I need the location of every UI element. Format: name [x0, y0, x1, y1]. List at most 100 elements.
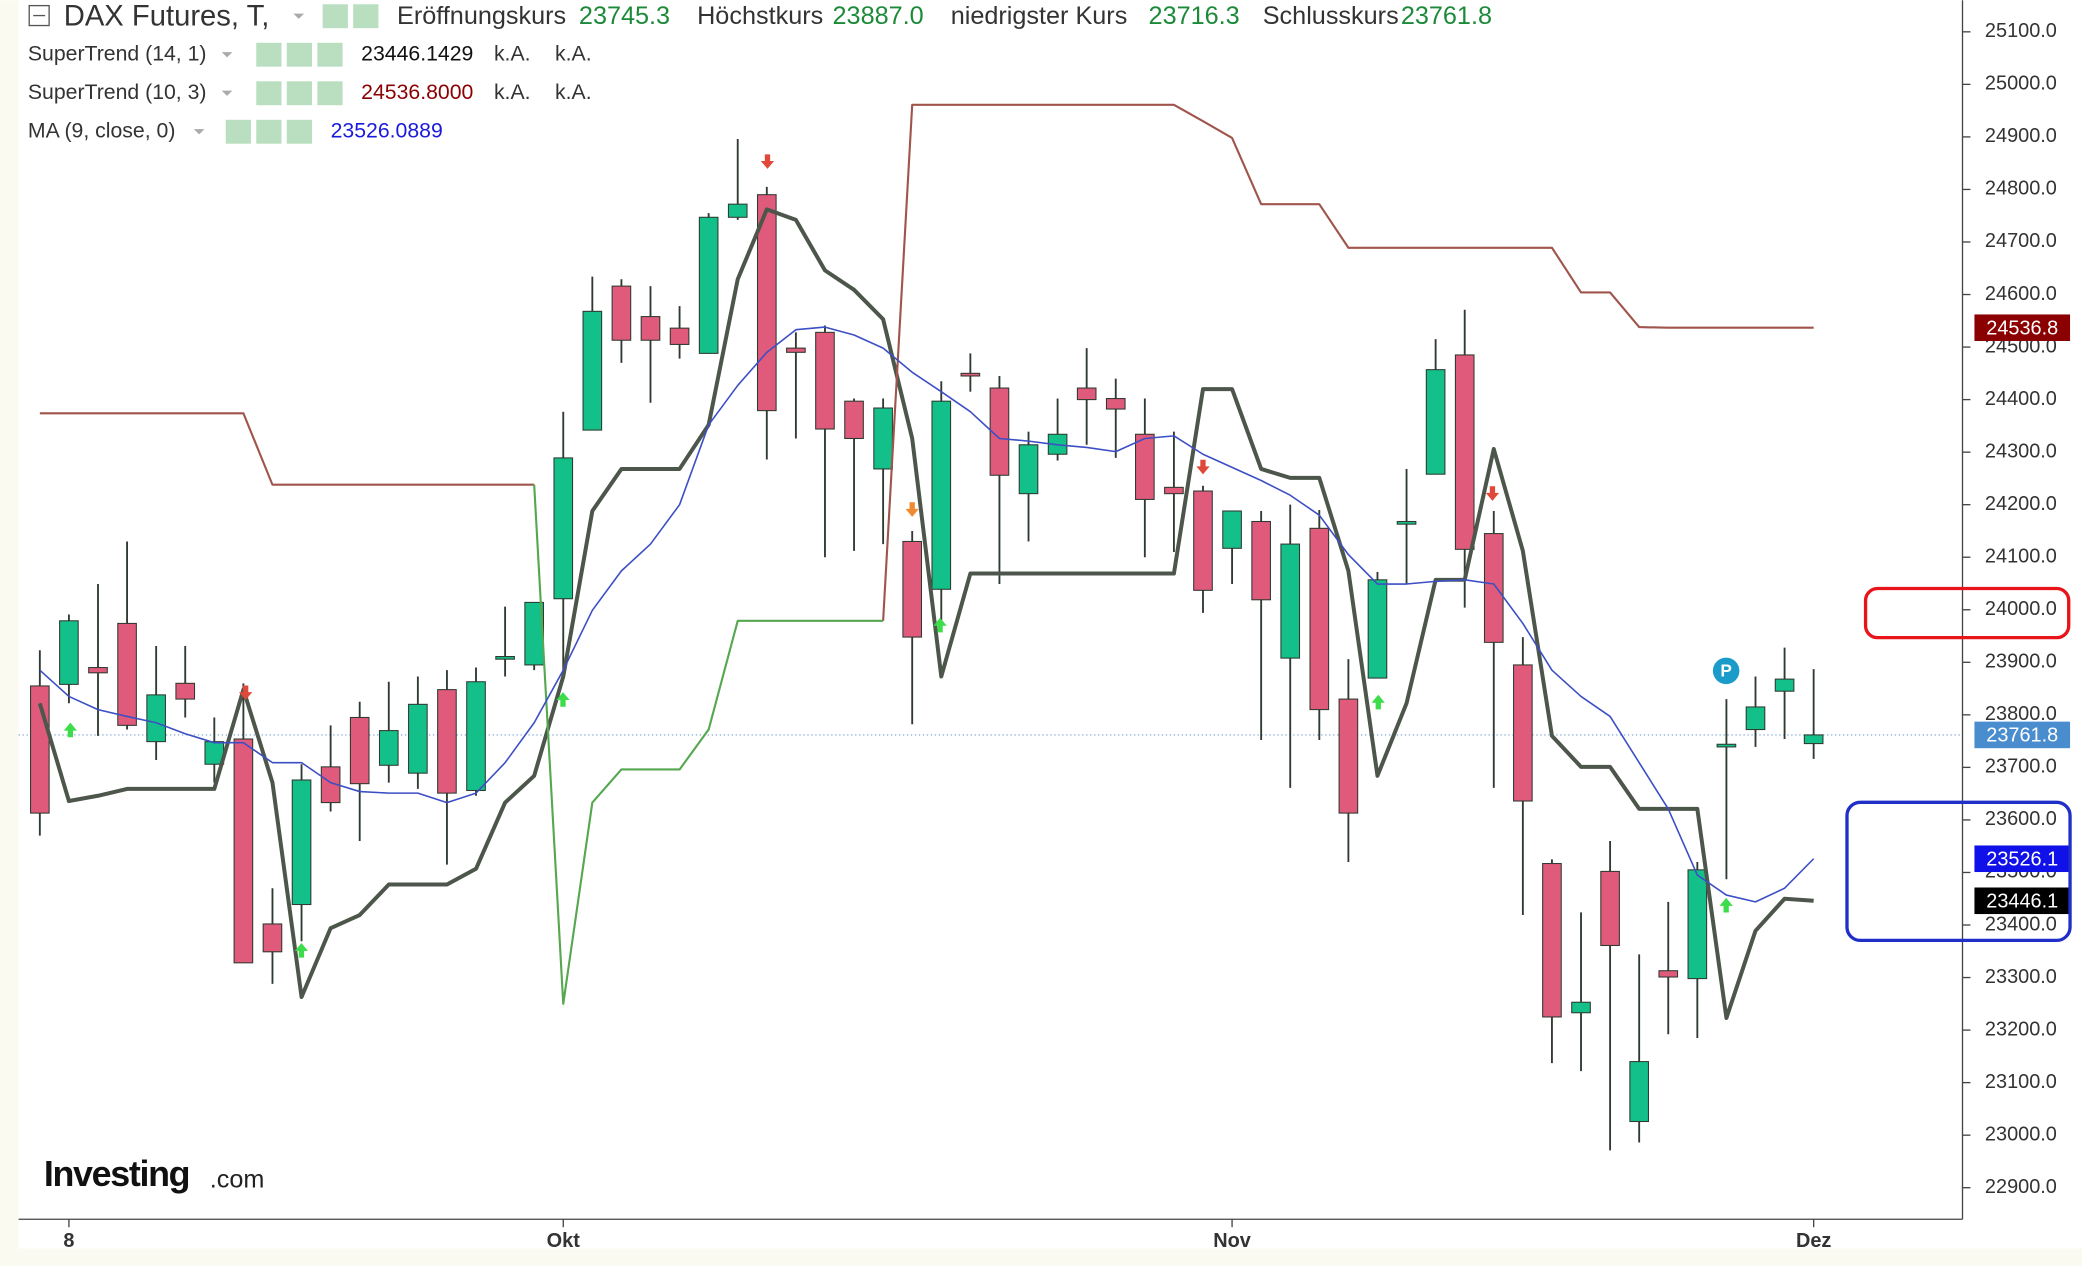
- indicator-name: SuperTrend (14, 1): [28, 41, 207, 65]
- indicator-icon[interactable]: [286, 42, 313, 67]
- indicator-name: SuperTrend (10, 3): [28, 80, 207, 104]
- candle-body: [1338, 698, 1359, 814]
- candle-body: [291, 779, 312, 906]
- price-badge: [1974, 314, 2071, 342]
- price-axis: 22900.0 23000.0 23100.0 23200.0 23300.0 23400…: [63, 20, 2071, 1252]
- y-tick-label: 23800.0: [1985, 703, 2057, 725]
- indicator-icon[interactable]: [256, 119, 282, 144]
- indicator-value: 23446.1429: [361, 41, 473, 65]
- candle-body: [1135, 433, 1155, 500]
- dropdown-caret: [221, 90, 233, 96]
- buy-arrow: [63, 722, 78, 738]
- x-tick-label: 8: [63, 1230, 74, 1252]
- y-tick-label: 23400.0: [1985, 913, 2057, 935]
- sell-arrow: [239, 685, 253, 701]
- candle-body: [698, 216, 719, 354]
- candle-body: [146, 694, 166, 743]
- buy-arrow: [1371, 694, 1385, 710]
- candle-body: [1164, 486, 1184, 495]
- marker-badge: [1712, 657, 1740, 685]
- quote-value: 23761.8: [1401, 2, 1492, 30]
- buy-arrow: [933, 617, 947, 633]
- collapse-icon[interactable]: [28, 4, 50, 27]
- candle-body: [1687, 869, 1708, 980]
- y-tick-label: 23200.0: [1985, 1018, 2057, 1040]
- candle-body: [553, 457, 574, 600]
- y-tick-label: 23600.0: [1985, 808, 2057, 830]
- chart-title: DAX Futures, T,: [64, 0, 270, 32]
- buy-arrow: [1719, 897, 1733, 913]
- indicator-icon[interactable]: [286, 119, 313, 144]
- candle-body: [1251, 520, 1271, 601]
- candle-body: [1571, 1001, 1591, 1014]
- indicator-icon[interactable]: [225, 119, 251, 144]
- candle-body: [378, 730, 399, 766]
- candle-body: [1803, 734, 1824, 745]
- dropdown-caret: [193, 129, 205, 135]
- highlight-box: [1845, 800, 2072, 943]
- y-tick-label: 25000.0: [1985, 73, 2057, 95]
- indicator-icon[interactable]: [317, 42, 343, 67]
- price-badge: [1974, 845, 2071, 873]
- candle-body: [495, 655, 515, 660]
- candle-body: [1629, 1061, 1650, 1123]
- indicator-icon[interactable]: [322, 4, 348, 29]
- candle-body: [1745, 706, 1766, 731]
- indicator-icon[interactable]: [256, 42, 282, 67]
- candle-body: [1193, 490, 1213, 591]
- candle-body: [233, 738, 254, 964]
- candle-body: [815, 331, 835, 430]
- y-tick-label: 23900.0: [1985, 651, 2057, 673]
- plot-area: [18, 103, 1963, 1151]
- candle-body: [88, 667, 108, 674]
- candle-body: [1396, 520, 1417, 525]
- candle-body: [349, 716, 370, 785]
- dropdown-caret: [221, 52, 233, 58]
- candle-body: [931, 400, 952, 590]
- logo-suffix: .com: [210, 1165, 265, 1193]
- indicator-icon[interactable]: [256, 81, 282, 106]
- sell-arrow: [760, 154, 775, 169]
- quote-name: Eröffnungskurs: [397, 2, 566, 30]
- y-tick-label: 23100.0: [1985, 1071, 2057, 1093]
- candle-body: [1222, 510, 1242, 549]
- indicator-extra: k.A.: [555, 41, 592, 65]
- indicator-line: [533, 484, 884, 1005]
- y-tick-label: 23000.0: [1985, 1123, 2057, 1145]
- price-badge: [1974, 887, 2071, 915]
- candle-body: [1513, 664, 1533, 802]
- y-tick-label: 24700.0: [1985, 230, 2057, 252]
- candle-body: [1018, 444, 1039, 495]
- x-tick-label: Nov: [1213, 1230, 1251, 1252]
- candle-body: [873, 407, 893, 470]
- candle-body: [727, 203, 748, 218]
- indicator-extra: k.A.: [494, 80, 531, 104]
- candle-body: [59, 620, 79, 685]
- candle-body: [1774, 678, 1795, 692]
- candle-body: [960, 372, 981, 377]
- y-tick-label: 24100.0: [1985, 545, 2057, 567]
- candle-body: [844, 400, 864, 440]
- candle-body: [117, 622, 137, 726]
- indicator-icon[interactable]: [353, 4, 379, 29]
- x-tick-label: Dez: [1796, 1230, 1831, 1252]
- candle-body: [437, 689, 457, 794]
- candle-body: [1454, 354, 1475, 550]
- quote-value: 23716.3: [1149, 2, 1240, 30]
- y-tick-label: 24000.0: [1985, 598, 2057, 620]
- quote-value: 23887.0: [833, 2, 924, 30]
- indicator-icon[interactable]: [286, 81, 313, 106]
- candle-body: [262, 923, 283, 953]
- indicator-icon[interactable]: [317, 81, 343, 106]
- candle-body: [582, 310, 603, 431]
- y-tick-label: 24600.0: [1985, 283, 2057, 305]
- candle-body: [1367, 579, 1388, 679]
- y-tick-label: 22900.0: [1985, 1176, 2057, 1198]
- candle-body: [1425, 369, 1446, 475]
- candle-body: [1483, 533, 1504, 643]
- sell-arrow: [1196, 459, 1210, 475]
- candle-body: [1600, 870, 1620, 947]
- sell-arrow: [905, 502, 919, 517]
